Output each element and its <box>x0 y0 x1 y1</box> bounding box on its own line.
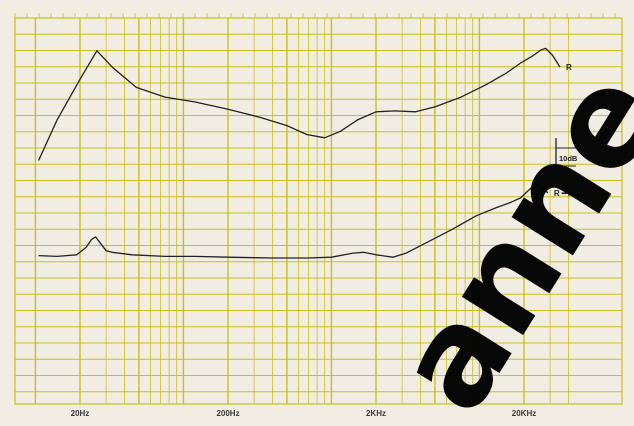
series-label-r: R <box>566 63 572 72</box>
chart-grid <box>14 13 623 405</box>
x-tick-label: 20Hz <box>71 409 90 418</box>
scale-marker: 10dB <box>555 138 578 169</box>
series-layer <box>38 47 561 259</box>
scale-marker-label: 10dB <box>559 154 578 163</box>
x-tick-label: 200Hz <box>216 409 239 418</box>
series-label-r-to-l: R ━► L <box>554 189 582 198</box>
series-line-r-to-l <box>38 183 549 259</box>
x-tick-label: 20KHz <box>512 409 536 418</box>
x-tick-label: 2KHz <box>366 409 386 418</box>
labels-layer: 20Hz 200Hz 2KHz 20KHz R R ━► L <box>71 63 582 418</box>
series-line-r <box>38 47 561 161</box>
